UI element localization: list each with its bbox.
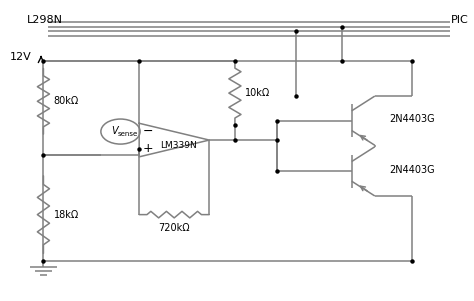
Text: L298N: L298N — [27, 15, 63, 25]
Text: $V$: $V$ — [111, 124, 120, 136]
Text: LM339N: LM339N — [161, 141, 197, 150]
Text: 720kΩ: 720kΩ — [158, 223, 190, 233]
Text: 2N4403G: 2N4403G — [389, 114, 435, 124]
Text: PIC: PIC — [451, 15, 469, 25]
Text: −: − — [142, 125, 153, 138]
Text: sense: sense — [118, 131, 137, 137]
Text: 12V: 12V — [10, 51, 32, 62]
Text: 80kΩ: 80kΩ — [54, 96, 79, 106]
Text: 2N4403G: 2N4403G — [389, 165, 435, 175]
Text: 10kΩ: 10kΩ — [245, 88, 271, 98]
Text: 18kΩ: 18kΩ — [54, 209, 79, 220]
Text: +: + — [142, 142, 153, 155]
